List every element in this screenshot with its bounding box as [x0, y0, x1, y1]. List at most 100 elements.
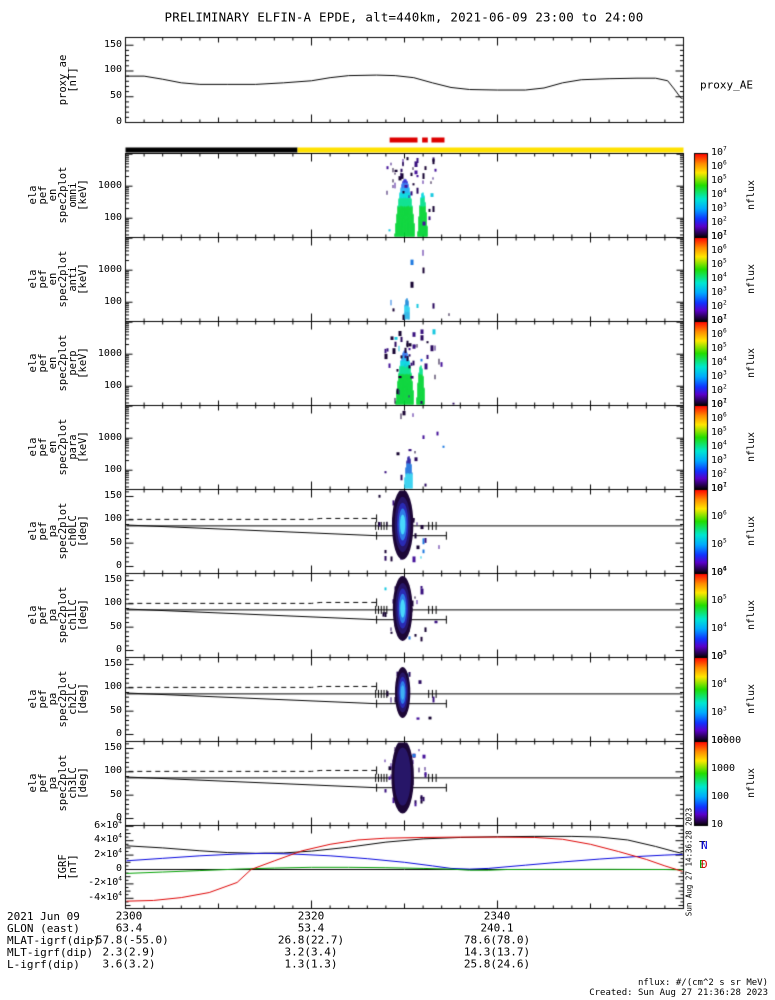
- ytick-label: 150: [103, 38, 122, 50]
- footer-row-value: -57.8(-55.0): [89, 933, 169, 947]
- ytick-label: 0: [115, 560, 122, 571]
- footer-row-value: 240.1: [480, 921, 514, 935]
- colorbar-tick-label: 102: [711, 215, 727, 228]
- footer-row-value: 63.4: [115, 921, 143, 935]
- footer-row-value: 3.6(3.2): [102, 957, 156, 971]
- plot-title: PRELIMINARY ELFIN-A EPDE, alt=440km, 202…: [164, 9, 644, 25]
- colorbar-tick-label: 107: [711, 313, 727, 326]
- colorbar-tick-label: 105: [711, 425, 727, 438]
- colorbar-tick-label: 106: [711, 565, 727, 578]
- footer-time-tick: 2320: [297, 909, 325, 923]
- ytick-label: 2×104: [94, 847, 122, 860]
- colorbar-tick-label: 105: [711, 649, 727, 662]
- footer-row-label: L-igrf(dip): [7, 958, 80, 971]
- colorbar-tick-label: 106: [711, 159, 727, 172]
- footer-row-value: 26.8(22.7): [277, 933, 345, 947]
- ytick-label: 0: [115, 644, 122, 655]
- panel-label-en_perp: ela pef en spec2plot perp [keV]: [27, 334, 89, 392]
- colorbar-tick-label: 107: [711, 229, 727, 242]
- colorbar-tick-label: 106: [711, 327, 727, 340]
- colorbar-tick-label: 102: [711, 467, 727, 480]
- footer-row-value: 3.2(3.4): [284, 945, 338, 959]
- colorbar-tick-label: 103: [711, 649, 727, 662]
- ytick-label: 150: [103, 574, 122, 585]
- colorbar-unit-label: nflux: [746, 599, 757, 631]
- ytick-label: 50: [109, 90, 122, 102]
- ytick-label: -2×104: [88, 876, 122, 889]
- ytick-label: 1000: [97, 179, 122, 191]
- panel-label-igrf: IGRF [nT]: [57, 853, 79, 880]
- ytick-label: 1000: [97, 431, 122, 443]
- panel-label-pa_ch0: ela pef pa spec2plot ch0LC [deg]: [27, 502, 89, 560]
- ytick-label: 100: [103, 379, 122, 391]
- footer-row-value: 78.6(78.0): [463, 933, 531, 947]
- colorbar-tick-label: 105: [711, 341, 727, 354]
- colorbar-tick-label: 105: [711, 257, 727, 270]
- panel-label-en_anti: ela pef en spec2plot anti [keV]: [27, 250, 89, 308]
- colorbar-unit-label: nflux: [746, 179, 757, 211]
- side-timestamp: Sun Aug 27 14:36:28 2023: [684, 807, 694, 917]
- panel-label-pa_ch1: ela pef pa spec2plot ch1LC [deg]: [27, 586, 89, 644]
- igrf-legend-back-T: T: [699, 839, 706, 852]
- footer-row-value: 53.4: [297, 921, 325, 935]
- colorbar-tick-label: 102: [711, 383, 727, 396]
- ytick-label: 50: [109, 536, 122, 548]
- footer-row-label: GLON (east): [7, 922, 80, 935]
- colorbar-unit-label: nflux: [746, 515, 757, 547]
- ytick-label: 100: [103, 597, 122, 609]
- footer-row-value: 25.8(24.6): [463, 957, 531, 971]
- colorbar-tick-label: 101: [711, 229, 727, 242]
- ytick-label: 100: [103, 295, 122, 307]
- colorbar-tick-label: 104: [711, 677, 727, 690]
- ytick-label: 50: [109, 704, 122, 716]
- ytick-label: 100: [103, 64, 122, 76]
- ytick-label: 0: [115, 812, 122, 823]
- colorbar-tick-label: 103: [711, 201, 727, 214]
- ytick-label: 6×104: [94, 818, 122, 831]
- colorbar-tick-label: 102: [711, 733, 727, 746]
- proxy-ae-right-label: proxy_AE: [700, 78, 753, 91]
- ytick-label: 100: [103, 513, 122, 525]
- colorbar-tick-label: 107: [711, 145, 727, 158]
- colorbar-tick-label: 101: [711, 481, 727, 494]
- colorbar-tick-label: 106: [711, 411, 727, 424]
- panel-label-pa_ch2: ela pef pa spec2plot ch2LC [deg]: [27, 670, 89, 728]
- colorbar-tick-label: 10: [711, 819, 724, 830]
- colorbar-tick-label: 107: [711, 481, 727, 494]
- ytick-label: 100: [103, 211, 122, 223]
- ytick-label: 0: [115, 863, 122, 874]
- igrf-legend-back-E: E: [699, 858, 706, 871]
- footer-date-label: 2021 Jun 09: [7, 910, 80, 923]
- footer-time-tick: 2300: [115, 909, 143, 923]
- colorbar-tick-label: 105: [711, 173, 727, 186]
- colorbar-unit-label: nflux: [746, 431, 757, 463]
- colorbar-unit-label: nflux: [746, 263, 757, 295]
- ytick-label: 100: [103, 681, 122, 693]
- ytick-label: 100: [103, 765, 122, 777]
- colorbar-tick-label: 103: [711, 285, 727, 298]
- ytick-label: 1000: [97, 347, 122, 359]
- colorbar-tick-label: 103: [711, 453, 727, 466]
- colorbar-tick-label: 104: [711, 439, 727, 452]
- colorbar-tick-label: 100: [711, 791, 730, 802]
- footer-row-value: 2.3(2.9): [102, 945, 156, 959]
- colorbar-tick-label: 104: [711, 187, 727, 200]
- ytick-label: 0: [115, 116, 122, 127]
- footer-row-label: MLT-igrf(dip): [7, 946, 94, 959]
- colorbar-tick-label: 104: [711, 565, 727, 578]
- colorbar-tick-label: 10000: [711, 735, 742, 746]
- footer-row-value: 14.3(13.7): [463, 945, 531, 959]
- colorbar-tick-label: 104: [711, 271, 727, 284]
- colorbar-unit-label: nflux: [746, 767, 757, 799]
- panel-label-proxy_ae: proxy_ae [nT]: [57, 54, 79, 105]
- ytick-label: 0: [115, 728, 122, 739]
- panel-label-en_omni: ela pef en spec2plot omni [keV]: [27, 166, 89, 224]
- ytick-label: 150: [103, 658, 122, 669]
- igrf-legend-N: N: [701, 839, 708, 852]
- colorbar-tick-label: 102: [711, 299, 727, 312]
- colorbar-tick-label: 105: [711, 593, 727, 606]
- colorbar-unit-label: nflux: [746, 683, 757, 715]
- footer-time-tick: 2340: [483, 909, 511, 923]
